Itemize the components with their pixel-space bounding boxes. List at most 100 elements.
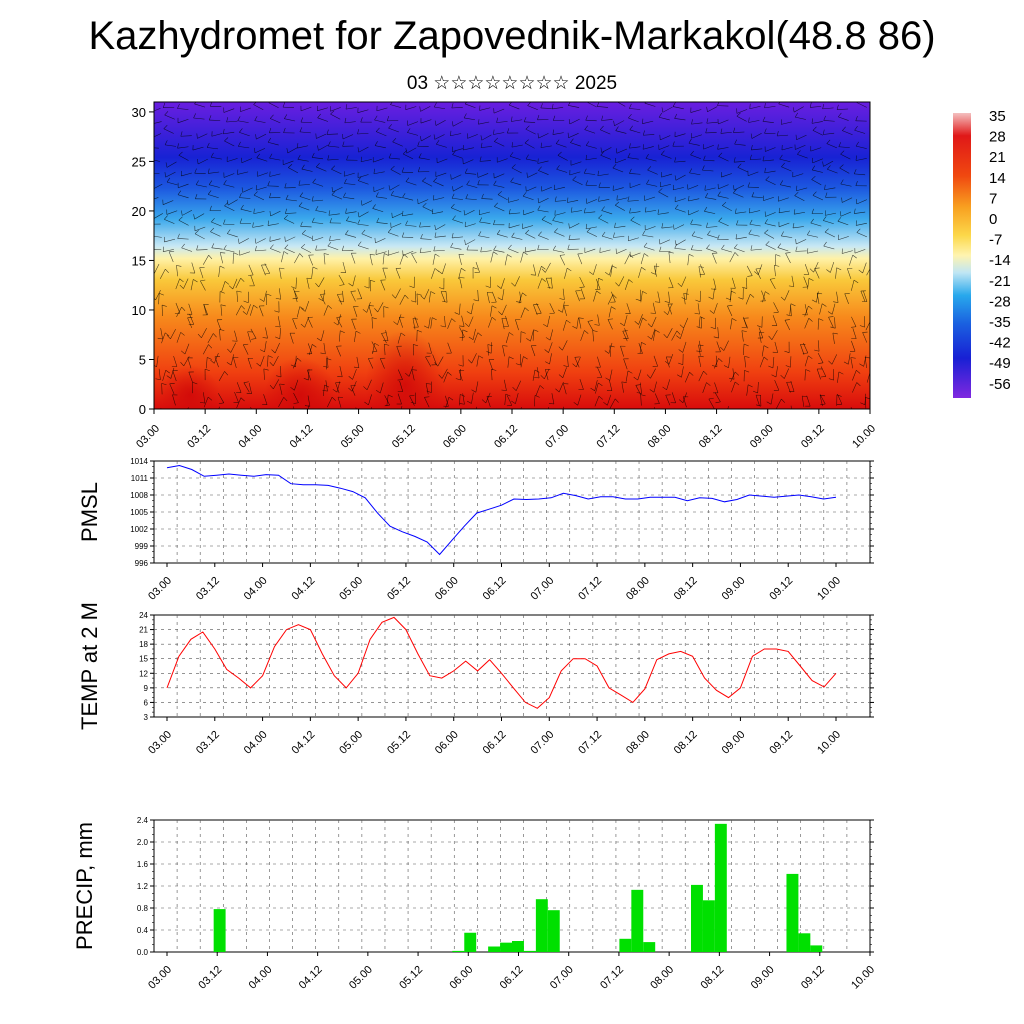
wind-barb-feather (826, 139, 831, 144)
heatmap-y-tick-label: 0 (139, 402, 146, 417)
wind-barb-feather (642, 317, 647, 322)
wind-barb-feather (256, 153, 260, 158)
wind-barb-feather (163, 125, 168, 129)
wind-barb-feather (630, 216, 635, 221)
wind-barb (538, 235, 549, 240)
wind-barb (595, 278, 601, 290)
wind-barb-feather (678, 362, 683, 366)
wind-barb (667, 304, 672, 315)
wind-barb (749, 224, 761, 227)
wind-barb-feather (405, 220, 408, 226)
wind-barb-feather (436, 140, 440, 145)
wind-barb-feather (224, 371, 229, 376)
wind-barb-feather (733, 157, 736, 163)
wind-barb (615, 158, 626, 164)
wind-barb-feather (702, 165, 705, 171)
wind-barb (317, 117, 329, 122)
wind-barb (418, 157, 430, 160)
wind-barb-feather (409, 394, 415, 397)
wind-barb-feather (585, 223, 588, 229)
wind-barb (396, 346, 401, 357)
wind-barb-feather (734, 371, 739, 376)
wind-barb-feather (525, 125, 530, 130)
wind-barb (515, 319, 519, 331)
wind-barb (213, 353, 219, 364)
wind-barb (178, 219, 189, 226)
wind-barb-feather (318, 298, 324, 301)
wind-barb-feather (552, 216, 556, 221)
y-tick-label: 18 (139, 640, 148, 649)
wind-barb (500, 278, 505, 289)
wind-barb-feather (422, 202, 427, 207)
wind-barb-feather (177, 233, 180, 239)
y-tick-label: 1014 (130, 457, 148, 466)
wind-barb (538, 170, 549, 175)
wind-barb-feather (290, 386, 295, 391)
precip-bar (691, 884, 703, 952)
wind-barb-feather (284, 183, 287, 189)
wind-barb (479, 107, 491, 111)
precip-bar (213, 909, 226, 952)
wind-barb (515, 380, 522, 391)
wind-barb-feather (400, 332, 406, 337)
wind-barb-feather (501, 318, 507, 320)
wind-barb-feather (696, 350, 702, 352)
wind-barb-feather (781, 162, 785, 167)
wind-barb-feather (337, 293, 343, 295)
heatmap-x-tick-label: 07.00 (543, 423, 571, 451)
wind-barb (304, 300, 310, 312)
wind-barb-feather (779, 180, 784, 185)
wind-barb-feather (165, 332, 170, 337)
wind-barb-feather (290, 364, 296, 368)
wind-barb (580, 330, 585, 341)
wind-barb (717, 327, 719, 339)
wind-barb-feather (552, 245, 556, 251)
wind-barb-feather (601, 231, 606, 237)
wind-barb (661, 173, 673, 178)
wind-barb (812, 169, 823, 173)
wind-barb (298, 206, 310, 211)
wind-barb (563, 305, 567, 317)
wind-barb (593, 264, 597, 275)
wind-barb-feather (723, 365, 729, 368)
wind-barb (795, 250, 807, 252)
wind-barb (477, 290, 479, 302)
wind-barb (742, 343, 745, 355)
wind-barb-feather (307, 316, 313, 318)
wind-barb (666, 328, 673, 338)
wind-barb (452, 154, 463, 159)
wind-barb-feather (567, 197, 569, 203)
wind-barb (804, 355, 809, 367)
wind-barb-feather (703, 155, 706, 161)
wind-barb (344, 183, 356, 185)
wind-barb (311, 266, 314, 278)
wind-barb (643, 246, 655, 251)
wind-barb-feather (694, 417, 698, 420)
wind-barb (661, 226, 673, 229)
wind-barb (388, 232, 399, 237)
wind-barb-feather (432, 317, 437, 321)
wind-barb (357, 174, 369, 178)
wind-barb (586, 226, 597, 230)
wind-barb-feather (830, 326, 836, 329)
wind-barb (856, 222, 867, 226)
wind-barb (847, 268, 852, 280)
wind-barb (674, 133, 686, 138)
wind-barb (486, 396, 491, 407)
wind-barb (597, 106, 609, 108)
wind-barb (301, 168, 313, 172)
wind-barb (307, 395, 311, 407)
wind-barb (682, 392, 688, 403)
wind-barb (453, 185, 464, 192)
wind-barb (411, 369, 415, 381)
wind-barb (154, 133, 162, 138)
wind-barb (674, 248, 686, 250)
wind-barb-feather (627, 152, 631, 158)
wind-barb-feather (376, 217, 380, 223)
wind-barb-feather (629, 143, 631, 149)
wind-barb-feather (823, 216, 827, 221)
wind-barb (651, 316, 657, 328)
wind-barb-feather (586, 102, 588, 103)
wind-barb (230, 342, 237, 353)
